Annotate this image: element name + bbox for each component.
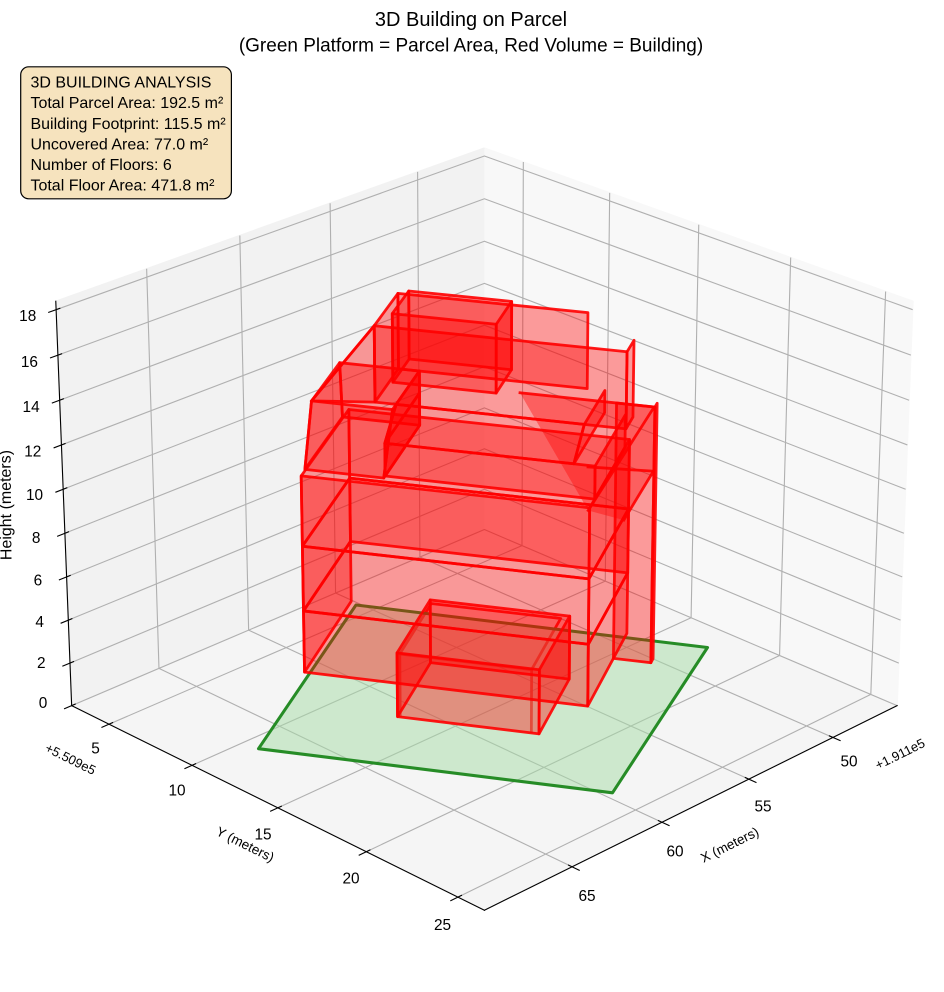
svg-text:5: 5 [91, 741, 100, 758]
svg-text:50: 50 [840, 753, 857, 770]
svg-text:3D BUILDING ANALYSIS: 3D BUILDING ANALYSIS [31, 75, 212, 92]
svg-text:60: 60 [666, 844, 683, 861]
svg-text:55: 55 [754, 799, 771, 816]
svg-text:20: 20 [342, 871, 359, 888]
svg-text:Total Parcel Area: 192.5 m²: Total Parcel Area: 192.5 m² [31, 95, 224, 112]
svg-text:16: 16 [21, 354, 38, 371]
svg-text:4: 4 [35, 614, 44, 631]
svg-text:6: 6 [34, 573, 43, 590]
svg-text:2: 2 [37, 655, 46, 672]
svg-text:Height (meters): Height (meters) [0, 450, 15, 560]
svg-text:25: 25 [434, 917, 451, 934]
svg-text:Uncovered Area: 77.0 m²: Uncovered Area: 77.0 m² [31, 136, 209, 153]
svg-text:65: 65 [578, 888, 595, 905]
svg-text:(Green Platform = Parcel Area,: (Green Platform = Parcel Area, Red Volum… [239, 36, 703, 57]
svg-text:Building Footprint: 115.5 m²: Building Footprint: 115.5 m² [31, 116, 227, 133]
svg-text:Number of Floors: 6: Number of Floors: 6 [31, 157, 172, 174]
svg-text:14: 14 [23, 399, 41, 416]
svg-text:3D Building on Parcel: 3D Building on Parcel [375, 9, 567, 31]
svg-text:10: 10 [26, 487, 43, 504]
svg-text:18: 18 [19, 308, 36, 325]
svg-text:10: 10 [168, 783, 185, 800]
svg-text:15: 15 [254, 827, 271, 844]
svg-text:Total Floor Area: 471.8 m²: Total Floor Area: 471.8 m² [31, 178, 216, 195]
svg-text:0: 0 [39, 695, 48, 712]
svg-text:12: 12 [24, 443, 41, 460]
svg-text:8: 8 [32, 530, 41, 547]
